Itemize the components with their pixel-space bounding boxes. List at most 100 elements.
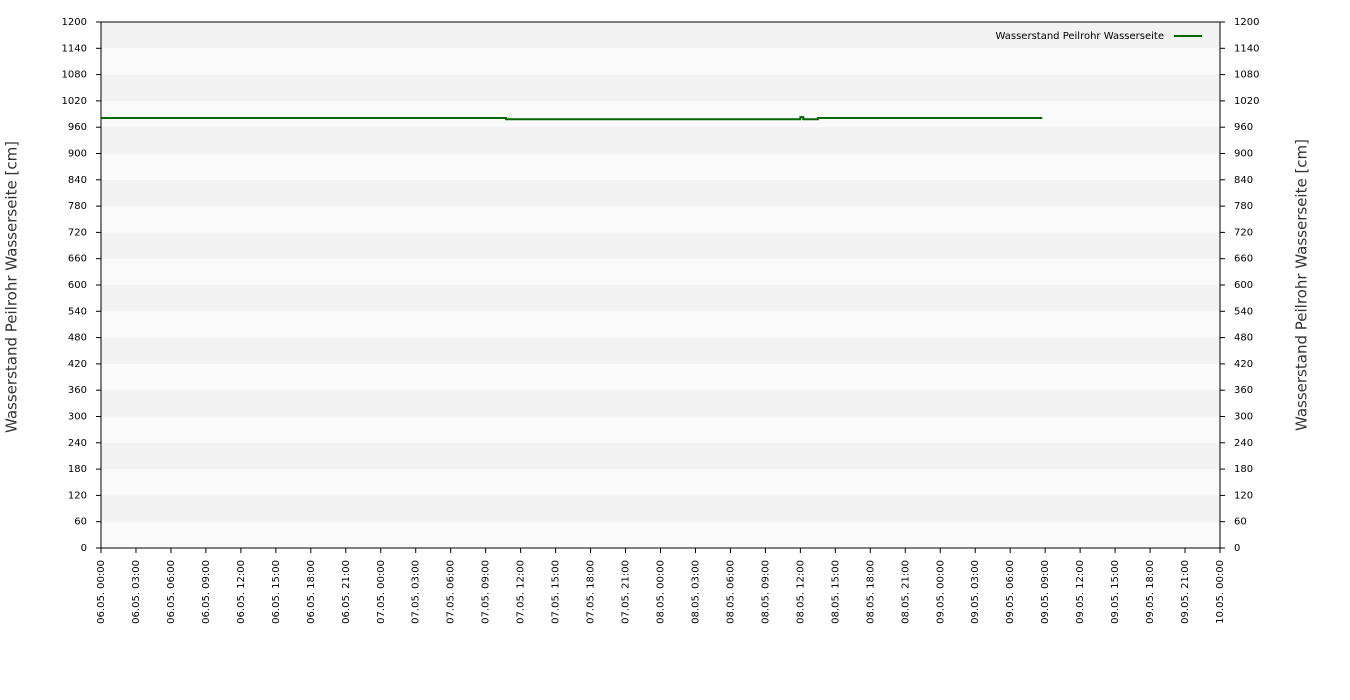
plot-frame bbox=[100, 21, 1221, 549]
x-tick-label: 09.05. 00:00 bbox=[935, 560, 946, 624]
y2-tick-label: 1200 bbox=[1234, 17, 1259, 28]
y2-tick-label: 840 bbox=[1234, 175, 1253, 186]
x-tick-label: 09.05. 21:00 bbox=[1180, 560, 1191, 624]
grid-band bbox=[101, 100, 1220, 128]
y2-tick-label: 0 bbox=[1234, 543, 1240, 554]
y2-tick-label: 720 bbox=[1234, 227, 1253, 238]
x-tick-label: 07.05. 18:00 bbox=[586, 560, 597, 624]
y2-tick-label: 480 bbox=[1234, 333, 1253, 344]
y2-tick-label: 60 bbox=[1234, 517, 1247, 528]
grid-band bbox=[101, 469, 1220, 496]
series-line bbox=[101, 116, 1043, 121]
y-tick-label: 180 bbox=[68, 464, 87, 475]
y-tick-label: 1200 bbox=[62, 17, 87, 28]
y2-tick-label: 900 bbox=[1234, 149, 1253, 160]
grid-band bbox=[101, 232, 1220, 259]
x-tick-label: 07.05. 09:00 bbox=[481, 560, 492, 624]
grid-band bbox=[101, 206, 1220, 233]
y-tick-label: 540 bbox=[68, 306, 87, 317]
y2-tick-label: 1080 bbox=[1234, 70, 1259, 81]
y-tick-label: 120 bbox=[68, 490, 87, 501]
y2-tick-label: 1020 bbox=[1234, 96, 1259, 107]
x-tick-label: 08.05. 21:00 bbox=[900, 560, 911, 624]
y-tick-label: 360 bbox=[68, 385, 87, 396]
y-tick-label: 600 bbox=[68, 280, 87, 291]
grid-band bbox=[101, 48, 1220, 75]
x-tick-label: 09.05. 18:00 bbox=[1145, 560, 1156, 624]
grid-band bbox=[101, 390, 1220, 417]
x-tick-label: 06.05. 00:00 bbox=[96, 560, 107, 624]
y2-tick-label: 600 bbox=[1234, 280, 1253, 291]
grid-band bbox=[101, 258, 1220, 285]
y2-tick-label: 540 bbox=[1234, 306, 1253, 317]
x-tick-label: 09.05. 12:00 bbox=[1075, 560, 1086, 624]
y-tick-label: 240 bbox=[68, 438, 87, 449]
y-axis-title: Wasserstand Peilrohr Wasserseite [cm] bbox=[3, 141, 21, 433]
x-tick-label: 06.05. 15:00 bbox=[271, 560, 282, 624]
x-tick-label: 07.05. 00:00 bbox=[376, 560, 387, 624]
x-tick-label: 09.05. 15:00 bbox=[1110, 560, 1121, 624]
y2-tick-label: 660 bbox=[1234, 254, 1253, 265]
x-tick-label: 06.05. 18:00 bbox=[306, 560, 317, 624]
x-tick-label: 08.05. 12:00 bbox=[795, 560, 806, 624]
grid-band bbox=[101, 416, 1220, 443]
x-tick-label: 06.05. 09:00 bbox=[201, 560, 212, 624]
x-tick-label: 10.05. 00:00 bbox=[1215, 560, 1226, 624]
y-tick-label: 480 bbox=[68, 333, 87, 344]
y-tick-label: 660 bbox=[68, 254, 87, 265]
x-tick-label: 08.05. 18:00 bbox=[865, 560, 876, 624]
y2-tick-label: 780 bbox=[1234, 201, 1253, 212]
x-tick-label: 07.05. 15:00 bbox=[551, 560, 562, 624]
y-tick-label: 1080 bbox=[62, 70, 87, 81]
grid-band bbox=[101, 153, 1220, 180]
x-tick-label: 07.05. 06:00 bbox=[446, 560, 457, 624]
x-tick-label: 08.05. 06:00 bbox=[725, 560, 736, 624]
grid-band bbox=[101, 363, 1220, 391]
grid-band bbox=[101, 22, 1220, 49]
y2-tick-label: 120 bbox=[1234, 490, 1253, 501]
x-tick-label: 07.05. 21:00 bbox=[621, 560, 632, 624]
grid-band bbox=[101, 311, 1220, 338]
x-tick-label: 06.05. 21:00 bbox=[341, 560, 352, 624]
x-tick-label: 07.05. 03:00 bbox=[411, 560, 422, 624]
y-tick-label: 1020 bbox=[62, 96, 87, 107]
x-tick-label: 06.05. 03:00 bbox=[131, 560, 142, 624]
grid-band bbox=[101, 285, 1220, 312]
y-tick-label: 720 bbox=[68, 227, 87, 238]
grid-band bbox=[101, 442, 1220, 470]
y-tick-label: 60 bbox=[74, 517, 87, 528]
y2-tick-label: 180 bbox=[1234, 464, 1253, 475]
x-tick-label: 06.05. 06:00 bbox=[166, 560, 177, 624]
x-tick-label: 07.05. 12:00 bbox=[516, 560, 527, 624]
x-tick-label: 09.05. 09:00 bbox=[1040, 560, 1051, 624]
y2-tick-label: 960 bbox=[1234, 122, 1253, 133]
grid-band bbox=[101, 521, 1220, 548]
y2-tick-label: 1140 bbox=[1234, 43, 1259, 54]
grid-band bbox=[101, 179, 1220, 207]
y-tick-label: 960 bbox=[68, 122, 87, 133]
grid-band bbox=[101, 127, 1220, 154]
x-tick-label: 08.05. 09:00 bbox=[760, 560, 771, 624]
y2-axis-title: Wasserstand Peilrohr Wasserseite [cm] bbox=[1293, 139, 1311, 431]
legend-label: Wasserstand Peilrohr Wasserseite bbox=[996, 31, 1164, 42]
y-tick-label: 420 bbox=[68, 359, 87, 370]
y-tick-label: 0 bbox=[81, 543, 87, 554]
grid-band bbox=[101, 495, 1220, 522]
x-tick-label: 09.05. 06:00 bbox=[1005, 560, 1016, 624]
y2-tick-label: 360 bbox=[1234, 385, 1253, 396]
grid-band bbox=[101, 74, 1220, 101]
y2-tick-label: 420 bbox=[1234, 359, 1253, 370]
y2-tick-label: 300 bbox=[1234, 412, 1253, 423]
x-tick-label: 06.05. 12:00 bbox=[236, 560, 247, 624]
y-tick-label: 900 bbox=[68, 149, 87, 160]
x-tick-label: 09.05. 03:00 bbox=[970, 560, 981, 624]
grid-band bbox=[101, 337, 1220, 364]
y-tick-label: 300 bbox=[68, 412, 87, 423]
x-tick-label: 08.05. 15:00 bbox=[830, 560, 841, 624]
y-tick-label: 840 bbox=[68, 175, 87, 186]
y-tick-label: 1140 bbox=[62, 43, 87, 54]
y-tick-label: 780 bbox=[68, 201, 87, 212]
x-tick-label: 08.05. 00:00 bbox=[656, 560, 667, 624]
y2-tick-label: 240 bbox=[1234, 438, 1253, 449]
